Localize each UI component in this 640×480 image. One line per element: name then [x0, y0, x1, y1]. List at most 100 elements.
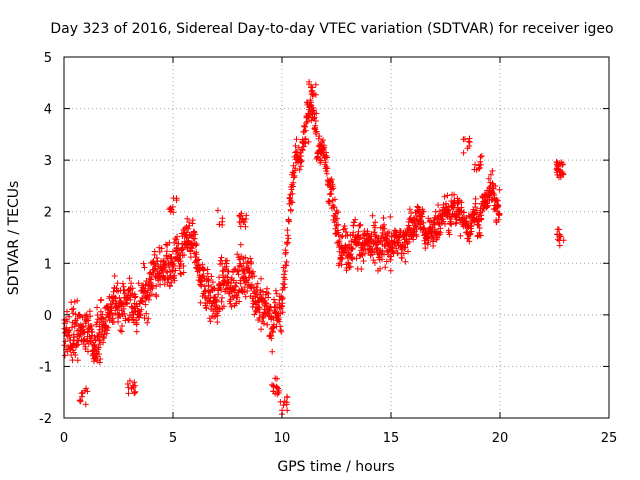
data-point — [422, 245, 429, 252]
data-point — [424, 234, 431, 241]
data-point — [302, 123, 308, 130]
data-point — [274, 391, 281, 398]
data-point — [342, 225, 348, 232]
data-point — [487, 171, 494, 178]
data-point — [302, 135, 309, 142]
data-point — [279, 300, 286, 307]
data-point — [137, 312, 144, 319]
data-point — [224, 274, 231, 281]
data-point — [312, 118, 319, 124]
data-point — [182, 225, 188, 232]
data-point — [472, 200, 479, 207]
x-tick-label: 10 — [274, 431, 291, 446]
data-point — [281, 284, 288, 291]
data-point — [280, 402, 287, 409]
data-point — [98, 296, 105, 303]
data-point — [276, 387, 283, 394]
data-point — [256, 304, 263, 311]
data-point — [297, 163, 304, 170]
data-point — [96, 330, 102, 336]
data-point — [554, 226, 561, 233]
data-point — [310, 107, 317, 114]
data-point — [284, 239, 291, 246]
data-point — [237, 241, 244, 248]
data-point — [477, 232, 484, 239]
data-point — [207, 318, 214, 325]
data-point — [334, 209, 341, 216]
data-point — [167, 205, 174, 211]
data-point — [166, 264, 173, 271]
data-point — [241, 289, 248, 296]
data-point — [495, 216, 502, 223]
data-point — [383, 258, 390, 265]
data-point — [484, 202, 491, 209]
data-point — [205, 277, 212, 284]
y-tick-label: 2 — [44, 206, 52, 221]
data-point — [99, 311, 106, 318]
data-point — [64, 308, 70, 315]
data-point — [162, 241, 169, 248]
data-point — [318, 157, 325, 164]
data-point — [129, 382, 136, 389]
data-point — [346, 264, 353, 271]
data-point — [174, 233, 180, 240]
data-point — [304, 118, 311, 125]
data-point — [137, 311, 143, 318]
data-point — [128, 280, 135, 287]
data-point — [478, 153, 485, 159]
data-point — [94, 304, 100, 311]
data-point — [131, 390, 138, 397]
data-point — [74, 297, 81, 304]
data-point — [281, 271, 288, 278]
data-point — [274, 384, 280, 391]
data-point — [283, 258, 290, 265]
data-point — [333, 207, 340, 214]
data-point — [112, 310, 119, 317]
data-point — [153, 293, 160, 300]
data-point — [299, 147, 306, 154]
data-point — [349, 245, 356, 252]
x-tick-label: 20 — [492, 431, 509, 446]
data-point — [153, 255, 160, 261]
data-point — [120, 305, 127, 312]
data-point — [273, 290, 280, 297]
data-point — [466, 143, 473, 149]
data-point — [269, 348, 276, 355]
data-point — [73, 342, 80, 349]
data-point — [489, 167, 496, 174]
data-point — [284, 393, 291, 400]
data-point — [351, 219, 358, 226]
data-point — [250, 268, 256, 275]
data-point — [413, 226, 420, 233]
data-point — [437, 229, 444, 236]
data-point — [260, 288, 266, 295]
data-point — [264, 321, 271, 328]
data-point — [131, 294, 138, 301]
data-point — [462, 136, 468, 143]
data-point — [111, 273, 118, 279]
axis-ticks: 0 5 10 15 20 25 -2 -1 0 1 2 3 4 5 — [39, 51, 617, 446]
data-point — [388, 253, 395, 260]
data-point — [298, 153, 305, 159]
data-point — [208, 283, 215, 290]
data-point — [127, 296, 134, 303]
data-point — [315, 135, 322, 142]
data-point — [408, 210, 415, 217]
data-point — [77, 398, 84, 405]
data-point — [173, 236, 180, 243]
data-point — [121, 310, 128, 317]
data-point — [274, 375, 280, 382]
data-point — [184, 215, 191, 222]
data-point — [372, 224, 379, 231]
data-point — [234, 251, 241, 258]
data-point — [336, 244, 343, 251]
data-point — [441, 193, 448, 200]
data-point — [82, 401, 89, 408]
x-tick-label: 25 — [601, 431, 618, 446]
data-point — [248, 285, 254, 292]
data-point — [214, 319, 221, 326]
data-point — [108, 307, 115, 314]
data-point — [434, 234, 441, 241]
data-point — [258, 326, 264, 333]
